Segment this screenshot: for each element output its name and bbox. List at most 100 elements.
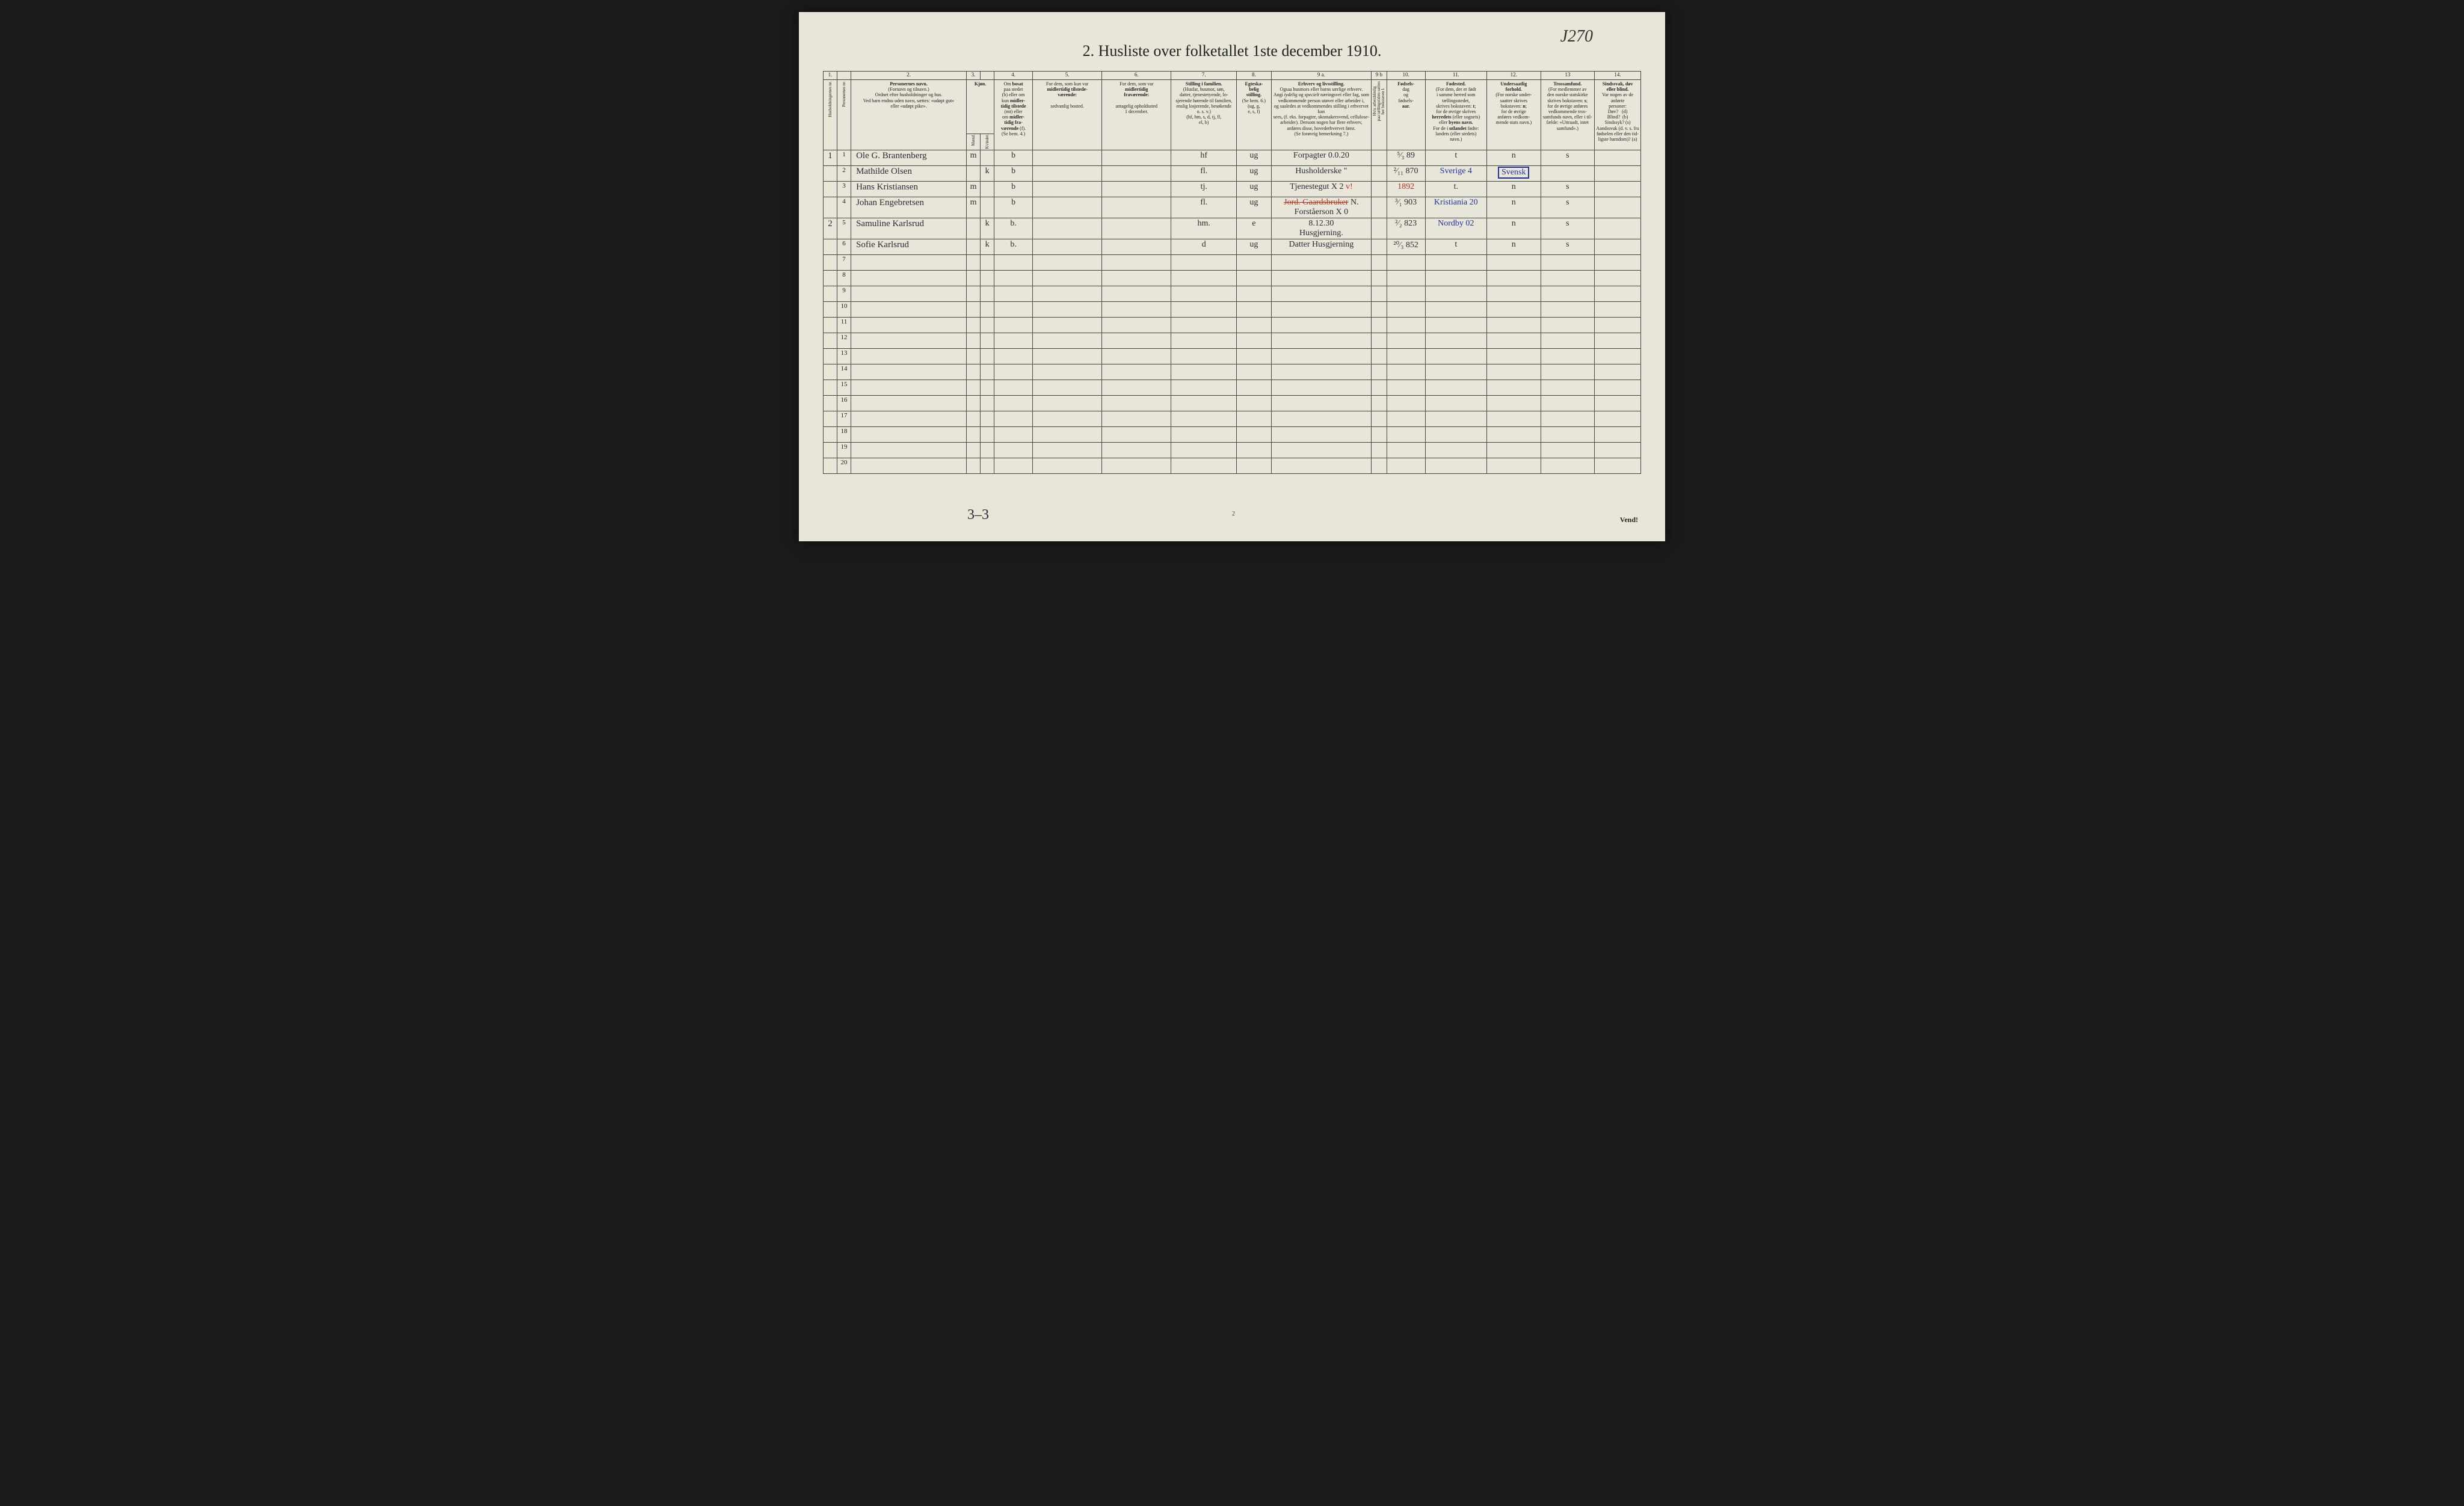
cell: [1387, 411, 1425, 427]
cell: [1102, 255, 1171, 271]
cell: [1171, 364, 1237, 380]
cell: [1541, 458, 1595, 474]
census-page: J270 2. Husliste over folketallet 1ste d…: [799, 12, 1665, 541]
cell: [851, 271, 967, 286]
cell: [1102, 182, 1171, 197]
cell: [1102, 411, 1171, 427]
cell: Sofie Karlsrud: [851, 239, 967, 255]
cell: [1372, 271, 1387, 286]
cell: [824, 364, 837, 380]
cell: [967, 427, 981, 443]
cell: [981, 364, 994, 380]
cell: [1486, 364, 1541, 380]
cell: Jord. Gaardsbruker N.Forståerson X 0: [1271, 197, 1371, 218]
cell: [1271, 380, 1371, 396]
cell: b.: [994, 239, 1033, 255]
cell: [1033, 364, 1102, 380]
cell: m: [967, 197, 981, 218]
col-number: 4.: [994, 72, 1033, 80]
cell: b: [994, 197, 1033, 218]
cell: 5: [837, 218, 851, 239]
cell: [1033, 197, 1102, 218]
col-number: 13: [1541, 72, 1595, 80]
cell: b: [994, 166, 1033, 182]
cell: [981, 286, 994, 302]
cell: [994, 411, 1033, 427]
cell: [1541, 166, 1595, 182]
cell: Mathilde Olsen: [851, 166, 967, 182]
cell: [1033, 411, 1102, 427]
cell: n: [1486, 239, 1541, 255]
col-header: Egteska-beligstilling.(Se bem. 6.)(ug, g…: [1237, 80, 1272, 150]
cell: [851, 286, 967, 302]
cell: [981, 302, 994, 318]
cell: Kristiania 20: [1425, 197, 1486, 218]
cell: 2: [837, 166, 851, 182]
cell: [1237, 364, 1272, 380]
cell: [1102, 218, 1171, 239]
cell: [1033, 318, 1102, 333]
cell: hf: [1171, 150, 1237, 166]
cell: [1237, 396, 1272, 411]
cell: [1033, 286, 1102, 302]
cell: [967, 239, 981, 255]
col-header: Undersaatligforhold.(For norske under-sa…: [1486, 80, 1541, 150]
cell: [1033, 443, 1102, 458]
cell: [824, 286, 837, 302]
cell: s: [1541, 182, 1595, 197]
cell: [1271, 318, 1371, 333]
cell: [1372, 349, 1387, 364]
cell: [851, 458, 967, 474]
table-row: 4Johan Engebretsenmbfl.ugJord. Gaardsbru…: [824, 197, 1641, 218]
cell: [824, 271, 837, 286]
cell: [1271, 349, 1371, 364]
cell: [824, 302, 837, 318]
cell: Sverige 4: [1425, 166, 1486, 182]
cell: [1102, 364, 1171, 380]
cell: [851, 443, 967, 458]
cell: [1372, 380, 1387, 396]
cell: [1237, 302, 1272, 318]
cell: [1372, 411, 1387, 427]
cell: [967, 411, 981, 427]
cell: [1102, 443, 1171, 458]
footer-annotation: 3–3: [967, 507, 989, 523]
cell: [994, 380, 1033, 396]
page-title: 2. Husliste over folketallet 1ste decemb…: [823, 42, 1641, 60]
cell: [1171, 302, 1237, 318]
cell: [967, 443, 981, 458]
cell: [1595, 286, 1641, 302]
cell: [1595, 443, 1641, 458]
cell: t: [1425, 150, 1486, 166]
cell: Johan Engebretsen: [851, 197, 967, 218]
cell: [1595, 166, 1641, 182]
cell: [1237, 271, 1272, 286]
cell: k: [981, 166, 994, 182]
cell: e: [1237, 218, 1272, 239]
cell: [851, 380, 967, 396]
col-header: Husholdningernes nr.: [824, 80, 837, 150]
cell: [851, 333, 967, 349]
cell: [1237, 318, 1272, 333]
cell: ug: [1237, 182, 1272, 197]
cell: [1033, 271, 1102, 286]
cell: [1102, 349, 1171, 364]
cell: [1033, 333, 1102, 349]
cell: s: [1541, 239, 1595, 255]
cell: [1486, 255, 1541, 271]
cell: [824, 458, 837, 474]
col-number: 8.: [1237, 72, 1272, 80]
cell: [1425, 333, 1486, 349]
cell: [824, 182, 837, 197]
cell: [824, 197, 837, 218]
cell: k: [981, 218, 994, 239]
cell: [1372, 166, 1387, 182]
col-number: [981, 72, 994, 80]
col-number: 6.: [1102, 72, 1171, 80]
cell: k: [981, 239, 994, 255]
cell: [1425, 427, 1486, 443]
cell: [1425, 364, 1486, 380]
cell: [1387, 318, 1425, 333]
turn-page-note: Vend!: [1620, 515, 1638, 524]
table-body: 11Ole G. BrantenbergmbhfugForpagter 0.0.…: [824, 150, 1641, 474]
